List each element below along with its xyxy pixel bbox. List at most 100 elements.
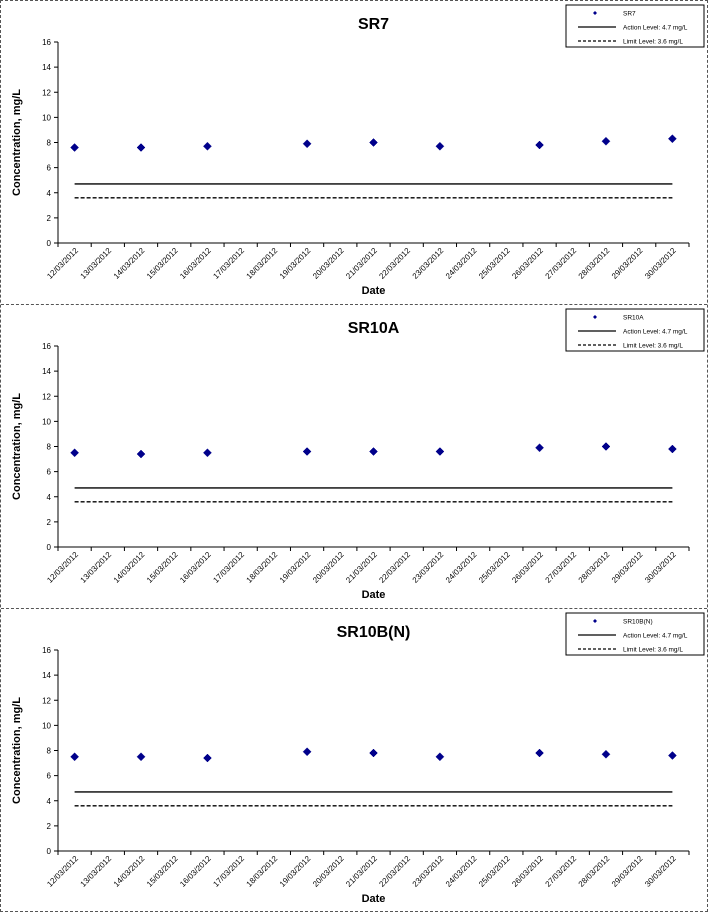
x-tick-label: 26/03/2012 [510,854,545,889]
x-tick-label: 26/03/2012 [510,246,545,281]
y-tick-label: 4 [47,189,52,198]
legend-marker [593,11,597,15]
legend-label: Action Level: 4.7 mg/L [623,25,688,32]
x-tick-label: 23/03/2012 [411,550,446,585]
legend-label: Limit Level: 3.6 mg/L [623,647,683,654]
x-tick-label: 19/03/2012 [278,550,313,585]
x-tick-label: 15/03/2012 [145,550,180,585]
x-tick-label: 28/03/2012 [577,246,612,281]
y-tick-label: 4 [47,797,52,806]
x-tick-label: 15/03/2012 [145,246,180,281]
x-tick-label: 16/03/2012 [178,246,213,281]
x-tick-label: 25/03/2012 [477,246,512,281]
y-axis-label: Concentration, mg/L [11,697,23,804]
chart-title: SR10B(N) [337,624,411,641]
x-tick-label: 30/03/2012 [643,550,678,585]
y-tick-label: 14 [42,671,51,680]
x-tick-label: 20/03/2012 [311,550,346,585]
legend-label: SR7 [623,11,636,18]
x-tick-label: 13/03/2012 [79,550,114,585]
y-tick-label: 8 [47,443,52,452]
data-point [369,138,378,147]
x-tick-label: 12/03/2012 [45,246,80,281]
x-tick-label: 14/03/2012 [112,246,147,281]
x-tick-label: 18/03/2012 [245,550,280,585]
chart-sr10b-n: SR10B(N) Concentration, mg/L Date 0 2 4 6 8 10 12… [11,612,705,905]
y-tick-label: 4 [47,493,52,502]
x-tick-label: 24/03/2012 [444,246,479,281]
y-tick-label: 6 [47,772,52,781]
y-tick-label: 2 [47,214,52,223]
x-tick-label: 21/03/2012 [344,550,379,585]
y-tick-label: 0 [47,847,52,856]
x-tick-label: 23/03/2012 [411,854,446,889]
x-axis-label: Date [362,285,386,297]
data-point [203,448,212,458]
x-tick-label: 24/03/2012 [444,550,479,585]
legend-label: SR10A [623,315,644,322]
x-tick-label: 17/03/2012 [211,854,246,889]
data-point [203,753,212,763]
x-tick-label: 22/03/2012 [377,246,412,281]
x-tick-label: 16/03/2012 [178,550,213,585]
x-tick-label: 29/03/2012 [610,246,645,281]
legend-marker [593,619,597,623]
y-tick-label: 6 [47,164,52,173]
y-axis-label: Concentration, mg/L [11,393,23,500]
y-tick-label: 12 [42,88,51,97]
x-tick-label: 28/03/2012 [577,550,612,585]
x-tick-label: 13/03/2012 [79,246,114,281]
x-tick-label: 23/03/2012 [411,246,446,281]
data-point [70,752,79,762]
y-tick-label: 10 [42,417,51,426]
x-tick-label: 18/03/2012 [245,246,280,281]
x-tick-label: 25/03/2012 [477,550,512,585]
x-tick-label: 14/03/2012 [112,854,147,889]
data-point [601,749,611,759]
y-tick-label: 2 [47,822,52,831]
y-tick-label: 8 [47,139,52,148]
data-point [535,748,544,758]
x-tick-label: 20/03/2012 [311,854,346,889]
x-tick-label: 29/03/2012 [610,550,645,585]
x-tick-label: 12/03/2012 [45,854,80,889]
legend-box [565,4,705,48]
x-tick-label: 19/03/2012 [278,246,313,281]
x-tick-label: 30/03/2012 [643,246,678,281]
y-tick-label: 8 [47,747,52,756]
chart-title: SR10A [348,320,400,337]
data-point [70,448,79,458]
y-tick-label: 16 [42,342,51,351]
chart-panel-sr7: SR7 Concentration, mg/L Date 0 2 4 6 8 10 12 14 16 1… [1,1,707,304]
data-point [136,143,146,152]
x-tick-label: 27/03/2012 [543,246,578,281]
y-tick-label: 2 [47,518,52,527]
data-point [70,143,79,152]
y-tick-label: 6 [47,468,52,477]
x-tick-label: 28/03/2012 [577,854,612,889]
x-tick-label: 24/03/2012 [444,854,479,889]
x-tick-label: 27/03/2012 [543,550,578,585]
y-tick-label: 10 [42,721,51,730]
x-tick-label: 25/03/2012 [477,854,512,889]
data-point [369,748,378,758]
chart-panel-sr10b-n: SR10B(N) Concentration, mg/L Date 0 2 4 6 8 10 12… [1,608,707,912]
y-tick-label: 0 [47,543,52,552]
data-point [535,140,544,150]
y-tick-label: 16 [42,646,51,655]
legend: SR10A Action Level: 4.7 mg/L Limit Level: … [565,308,705,352]
x-axis-label: Date [362,893,386,905]
legend-label: Action Level: 4.7 mg/L [623,633,688,640]
x-tick-label: 26/03/2012 [510,550,545,585]
y-tick-label: 0 [47,239,52,248]
x-tick-label: 29/03/2012 [610,854,645,889]
x-axis-label: Date [362,589,386,601]
legend-box [565,612,705,656]
legend-label: SR10B(N) [623,619,653,626]
x-tick-label: 15/03/2012 [145,854,180,889]
y-tick-label: 10 [42,113,51,122]
chart-sr10a: SR10A Concentration, mg/L Date 0 2 4 6 8 10 12 14 1… [11,308,705,601]
y-tick-label: 14 [42,63,51,72]
x-tick-label: 22/03/2012 [377,550,412,585]
